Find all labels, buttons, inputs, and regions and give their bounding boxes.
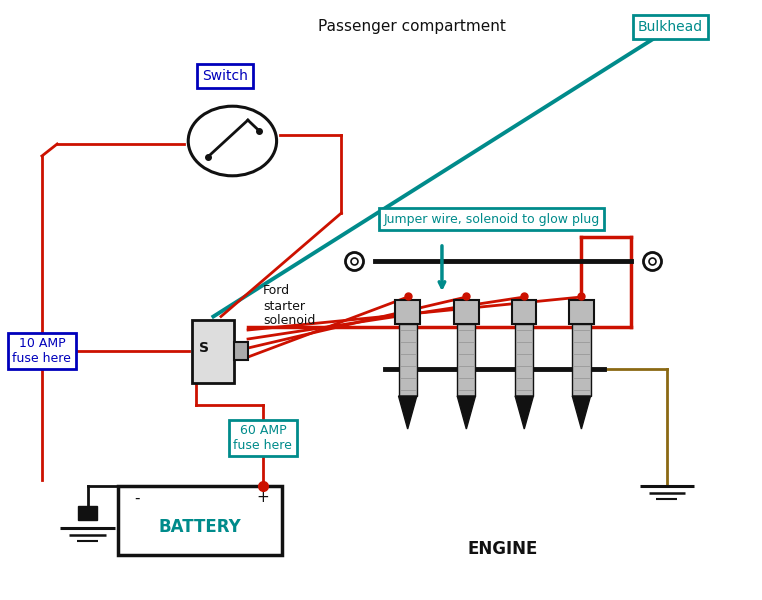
FancyBboxPatch shape bbox=[399, 324, 417, 396]
FancyBboxPatch shape bbox=[572, 324, 591, 396]
Text: BATTERY: BATTERY bbox=[158, 517, 242, 535]
FancyBboxPatch shape bbox=[454, 300, 479, 324]
FancyBboxPatch shape bbox=[118, 486, 282, 555]
Text: -: - bbox=[134, 491, 140, 505]
Polygon shape bbox=[515, 396, 533, 429]
Text: Passenger compartment: Passenger compartment bbox=[318, 19, 505, 34]
Text: ENGINE: ENGINE bbox=[468, 540, 538, 558]
FancyBboxPatch shape bbox=[457, 324, 475, 396]
FancyBboxPatch shape bbox=[78, 506, 97, 520]
Polygon shape bbox=[399, 396, 417, 429]
Text: S: S bbox=[198, 341, 209, 355]
FancyBboxPatch shape bbox=[515, 324, 533, 396]
Text: +: + bbox=[257, 491, 269, 505]
Text: Switch: Switch bbox=[202, 69, 248, 83]
Text: Ford
starter
solenoid: Ford starter solenoid bbox=[263, 284, 315, 328]
Text: Jumper wire, solenoid to glow plug: Jumper wire, solenoid to glow plug bbox=[383, 212, 600, 226]
FancyBboxPatch shape bbox=[395, 300, 420, 324]
FancyBboxPatch shape bbox=[235, 342, 248, 360]
Text: 60 AMP
fuse here: 60 AMP fuse here bbox=[233, 424, 293, 452]
FancyBboxPatch shape bbox=[192, 319, 235, 383]
FancyBboxPatch shape bbox=[569, 300, 594, 324]
Polygon shape bbox=[572, 396, 591, 429]
Text: Bulkhead: Bulkhead bbox=[638, 20, 703, 34]
FancyBboxPatch shape bbox=[512, 300, 536, 324]
Polygon shape bbox=[457, 396, 475, 429]
Text: 10 AMP
fuse here: 10 AMP fuse here bbox=[12, 337, 72, 365]
